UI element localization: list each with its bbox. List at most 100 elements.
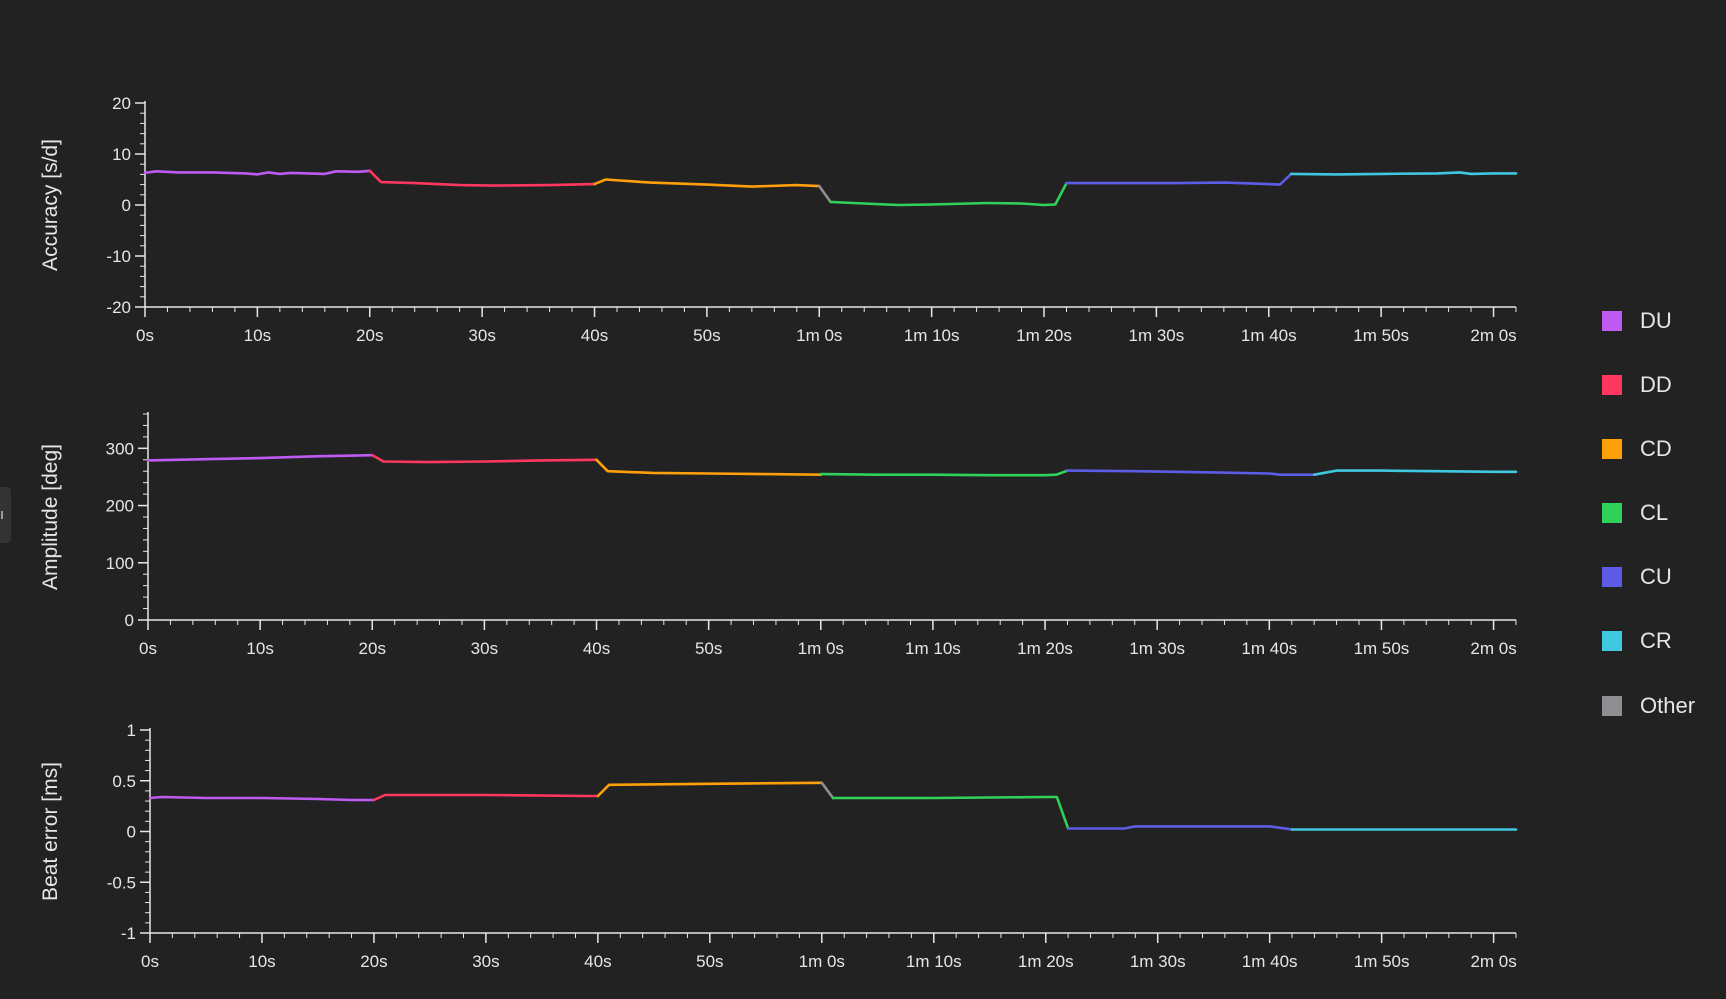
beat-error-x-tick-label: 10s xyxy=(248,952,275,971)
legend-swatch-dd xyxy=(1602,375,1622,395)
accuracy-series-dd xyxy=(368,169,596,187)
accuracy-series-cl xyxy=(829,181,1068,207)
beat-error-y-tick-label: 0.5 xyxy=(112,772,136,791)
accuracy-series-du xyxy=(143,169,372,176)
amplitude-x-tick-label: 1m 30s xyxy=(1129,639,1185,658)
amplitude-x-tick-label: 0s xyxy=(139,639,157,658)
accuracy-x-tick-label: 30s xyxy=(468,326,495,345)
legend-item-cl[interactable]: CL xyxy=(1602,500,1668,526)
beat-error-y-tick-label: 0 xyxy=(127,823,136,842)
beat-error-y-tick-label: -1 xyxy=(121,924,136,943)
legend-item-cr[interactable]: CR xyxy=(1602,628,1672,654)
beat-error-series-cu xyxy=(1066,825,1294,831)
beat-error-x-tick-label: 1m 30s xyxy=(1130,952,1186,971)
beat-error-x-tick-label: 1m 20s xyxy=(1018,952,1074,971)
beat-error-x-tick-label: 2m 0s xyxy=(1470,952,1516,971)
amplitude-series-dd xyxy=(370,453,598,464)
beat-error-x-tick-label: 0s xyxy=(141,952,159,971)
accuracy-y-tick-label: 0 xyxy=(122,196,131,215)
accuracy-x-tick-label: 0s xyxy=(136,326,154,345)
accuracy-x-tick-label: 10s xyxy=(244,326,271,345)
legend-swatch-du xyxy=(1602,311,1622,331)
beat-error-x-tick-label: 50s xyxy=(696,952,723,971)
beat-error-y-label: Beat error [ms] xyxy=(39,762,62,901)
grip-icon xyxy=(1,511,3,519)
legend-swatch-cd xyxy=(1602,439,1622,459)
accuracy-x-tick-label: 1m 10s xyxy=(904,326,960,345)
accuracy-x-tick-label: 50s xyxy=(693,326,720,345)
legend-label-cl: CL xyxy=(1640,500,1669,525)
beat-error-y-tick-label: -0.5 xyxy=(107,873,136,892)
amplitude-series-cu xyxy=(1066,469,1316,477)
accuracy-x-tick-label: 1m 20s xyxy=(1016,326,1072,345)
beat-error-x-tick-label: 20s xyxy=(360,952,387,971)
beat-error-chart: 1 0.5 0 -0.5 -1 0s 10s 20s 30s 40s 50s 1m 0s 1m 10s 1… xyxy=(39,721,1518,971)
amplitude-x-tick-label: 1m 20s xyxy=(1017,639,1073,658)
accuracy-x-tick-label: 2m 0s xyxy=(1470,326,1516,345)
legend-swatch-cr xyxy=(1602,631,1622,651)
accuracy-series-cr xyxy=(1289,171,1518,176)
amplitude-y-tick-label: 300 xyxy=(106,439,134,458)
accuracy-series-other xyxy=(817,184,832,204)
accuracy-y-tick-label: -10 xyxy=(106,247,131,266)
accuracy-y-label: Accuracy [s/d] xyxy=(39,139,62,271)
amplitude-series-cl xyxy=(819,469,1069,477)
amplitude-x-tick-label: 10s xyxy=(246,639,273,658)
beat-error-series-cl xyxy=(831,795,1070,830)
amplitude-x-tick-label: 1m 50s xyxy=(1354,639,1410,658)
beat-error-y-tick-label: 1 xyxy=(127,721,136,740)
amplitude-y-label: Amplitude [deg] xyxy=(39,444,62,590)
beat-error-x-tick-label: 1m 40s xyxy=(1242,952,1298,971)
beat-error-x-tick-label: 1m 0s xyxy=(799,952,845,971)
amplitude-x-tick-label: 30s xyxy=(471,639,498,658)
accuracy-x-tick-label: 20s xyxy=(356,326,383,345)
legend-label-cr: CR xyxy=(1640,628,1672,653)
accuracy-x-tick-label: 1m 0s xyxy=(796,326,842,345)
amplitude-y-tick-label: 0 xyxy=(125,611,134,630)
side-panel-handle[interactable] xyxy=(0,487,11,543)
amplitude-series-cr xyxy=(1312,469,1518,477)
accuracy-y-tick-label: 10 xyxy=(112,145,131,164)
amplitude-x-tick-label: 1m 0s xyxy=(798,639,844,658)
amplitude-y-tick-label: 100 xyxy=(106,554,134,573)
legend-swatch-other xyxy=(1602,696,1622,716)
legend-label-cu: CU xyxy=(1640,564,1672,589)
amplitude-series-cd xyxy=(595,458,823,477)
amplitude-x-tick-label: 40s xyxy=(583,639,610,658)
accuracy-x-tick-label: 1m 30s xyxy=(1129,326,1185,345)
legend-label-du: DU xyxy=(1640,308,1672,333)
beat-error-series-du xyxy=(148,795,376,802)
beat-error-series-other xyxy=(820,781,835,800)
accuracy-y-tick-label: -20 xyxy=(106,298,131,317)
legend-item-cd[interactable]: CD xyxy=(1602,436,1672,462)
accuracy-x-tick-label: 1m 40s xyxy=(1241,326,1297,345)
amplitude-series-du xyxy=(146,453,374,462)
legend-label-dd: DD xyxy=(1640,372,1672,397)
amplitude-x-tick-label: 50s xyxy=(695,639,722,658)
amplitude-x-tick-label: 20s xyxy=(359,639,386,658)
legend-swatch-cl xyxy=(1602,503,1622,523)
legend-swatch-cu xyxy=(1602,567,1622,587)
legend-item-cu[interactable]: CU xyxy=(1602,564,1672,590)
amplitude-x-tick-label: 2m 0s xyxy=(1470,639,1516,658)
accuracy-y-tick-label: 20 xyxy=(112,94,131,113)
accuracy-series-cd xyxy=(593,178,821,188)
amplitude-y-tick-label: 200 xyxy=(106,497,134,516)
legend-item-dd[interactable]: DD xyxy=(1602,372,1672,398)
legend-item-other[interactable]: Other xyxy=(1602,693,1695,719)
accuracy-x-tick-label: 40s xyxy=(581,326,608,345)
accuracy-series-cu xyxy=(1065,172,1293,186)
legend-label-cd: CD xyxy=(1640,436,1672,461)
amplitude-x-tick-label: 1m 40s xyxy=(1241,639,1297,658)
amplitude-chart: 300 200 100 0 0s 10s 20s 30s 40s 50s 1m 0s 1m 10s 1m… xyxy=(39,412,1518,658)
legend-label-other: Other xyxy=(1640,693,1696,718)
beat-error-x-tick-label: 30s xyxy=(472,952,499,971)
accuracy-x-tick-label: 1m 50s xyxy=(1353,326,1409,345)
beat-error-series-dd xyxy=(372,793,600,802)
beat-error-x-tick-label: 40s xyxy=(584,952,611,971)
beat-error-series-cd xyxy=(596,781,824,798)
beat-error-x-tick-label: 1m 50s xyxy=(1354,952,1410,971)
amplitude-x-tick-label: 1m 10s xyxy=(905,639,961,658)
legend-item-du[interactable]: DU xyxy=(1602,308,1672,334)
